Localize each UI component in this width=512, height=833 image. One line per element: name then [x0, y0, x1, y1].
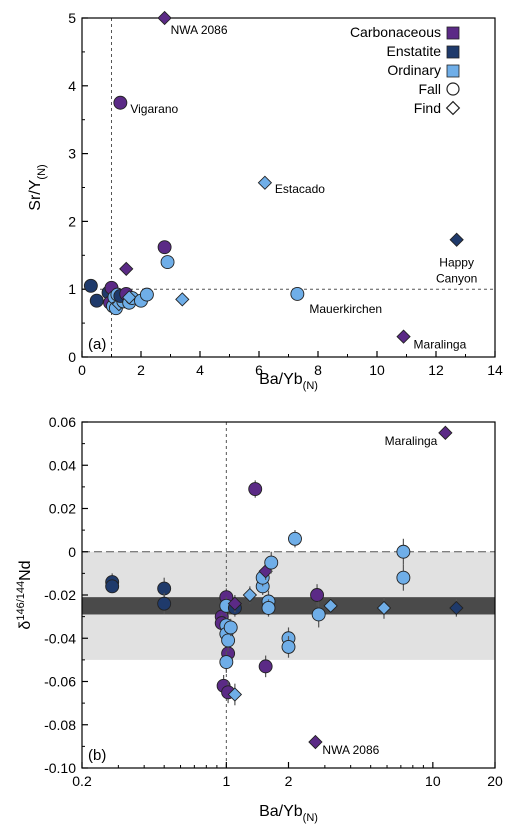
data-point-fall: [396, 570, 411, 585]
data-point-find: [227, 687, 243, 702]
point-annotation: Happy Canyon: [436, 256, 477, 286]
point-annotation: Maralinga: [414, 338, 467, 352]
x-tick-label: 12: [428, 362, 444, 378]
y-tick-label: -0.06: [44, 674, 76, 690]
legend-label-find: Find: [414, 100, 441, 116]
legend-swatch-carbonaceous: [446, 26, 460, 40]
legend-label-fall: Fall: [418, 81, 441, 97]
x-tick-label: 14: [487, 362, 503, 378]
data-point-fall: [290, 286, 305, 301]
x-tick-label: 20: [487, 773, 503, 789]
data-point-fall: [258, 659, 273, 674]
data-point-find: [323, 598, 338, 613]
data-point-fall: [281, 639, 296, 654]
x-tick-label: 4: [196, 362, 204, 378]
data-point-fall: [113, 95, 128, 110]
data-point-find: [242, 587, 258, 603]
legend-marker-find: [445, 100, 461, 116]
legend: Carbonaceous Enstatite Ordinary Fall Fin…: [350, 24, 461, 116]
data-point-fall: [396, 544, 411, 559]
data-point-fall: [261, 601, 276, 615]
data-point-fall: [160, 255, 175, 270]
y-axis-label: δ146/144Nd: [15, 560, 34, 629]
data-point-fall: [83, 278, 98, 293]
x-tick-label: 2: [137, 362, 145, 378]
y-tick-label: -0.10: [44, 760, 76, 776]
point-annotation: NWA 2086: [171, 23, 228, 37]
data-point-fall: [248, 482, 263, 496]
data-point-fall: [221, 633, 236, 648]
panel-b: 0.2 1 2 10 20 -0.10 -0.08 -0.06 -0.04 -0.02 0 0.02 0…: [15, 414, 503, 824]
y-tick-label: 5: [68, 10, 76, 26]
legend-label-carbonaceous: Carbonaceous: [350, 24, 441, 40]
data-point-fall: [264, 555, 279, 570]
y-tick-label: 0.04: [49, 457, 76, 473]
legend-marker-fall: [446, 82, 460, 96]
legend-swatch-enstatite: [446, 45, 460, 59]
x-tick-label: 6: [255, 362, 263, 378]
x-axis-label: Ba/Yb(N): [259, 803, 318, 824]
data-point-fall: [139, 287, 154, 302]
x-tick-label: 0: [78, 362, 86, 378]
y-tick-label: -0.04: [44, 630, 76, 646]
data-point-fall: [311, 607, 326, 622]
data-point-find: [227, 596, 243, 611]
x-tick-label: 0.2: [72, 773, 92, 789]
legend-label-enstatite: Enstatite: [387, 43, 442, 59]
x-tick-label: 1: [222, 773, 230, 789]
data-point-fall: [157, 596, 172, 611]
data-point-fall: [223, 620, 238, 635]
panel-label: (a): [88, 336, 106, 353]
point-annotation: Maralinga: [385, 434, 438, 448]
y-tick-label: 1: [68, 281, 76, 297]
data-point-find: [257, 175, 273, 190]
x-tick-label: 10: [369, 362, 385, 378]
data-point-find: [438, 425, 453, 440]
legend-label-ordinary: Ordinary: [387, 62, 441, 78]
data-point-fall: [288, 531, 302, 546]
data-point-fall: [89, 293, 104, 308]
data-point-find: [122, 290, 137, 305]
point-annotation: Estacado: [275, 182, 325, 196]
point-annotation: Vigarano: [130, 102, 178, 116]
y-tick-label: 0.02: [49, 501, 76, 517]
data-point-find: [175, 292, 190, 307]
point-annotation: Mauerkirchen: [309, 302, 382, 316]
y-tick-label: 3: [68, 146, 76, 162]
x-tick-label: 2: [285, 773, 293, 789]
y-tick-label: -0.08: [44, 717, 76, 733]
y-tick-label: 0.06: [49, 414, 76, 430]
y-tick-label: 0: [68, 349, 76, 365]
data-point-fall: [105, 579, 120, 594]
x-axis-label: Ba/Yb(N): [259, 371, 318, 392]
data-point-find: [396, 329, 411, 344]
y-axis-label: Sr/Y(N): [27, 164, 48, 210]
data-point-find: [449, 232, 464, 247]
data-point-fall: [310, 588, 325, 602]
x-tick-label: 8: [314, 362, 322, 378]
x-tick-label: 10: [425, 773, 441, 789]
data-point-find: [376, 600, 392, 616]
data-point-find: [119, 261, 134, 277]
legend-swatch-ordinary: [446, 64, 460, 78]
data-point-fall: [219, 655, 234, 669]
y-tick-label: 4: [68, 78, 76, 94]
data-point-find: [449, 600, 464, 616]
data-point-find: [308, 734, 323, 750]
data-point-find: [157, 10, 172, 26]
shaded-band-dark: [82, 597, 495, 615]
point-annotation: NWA 2086: [322, 743, 379, 757]
data-point-fall: [157, 240, 172, 255]
y-tick-label: 2: [68, 213, 76, 229]
y-tick-label: -0.02: [44, 587, 76, 603]
panel-label: (b): [88, 747, 106, 764]
y-tick-label: 0: [68, 544, 76, 560]
